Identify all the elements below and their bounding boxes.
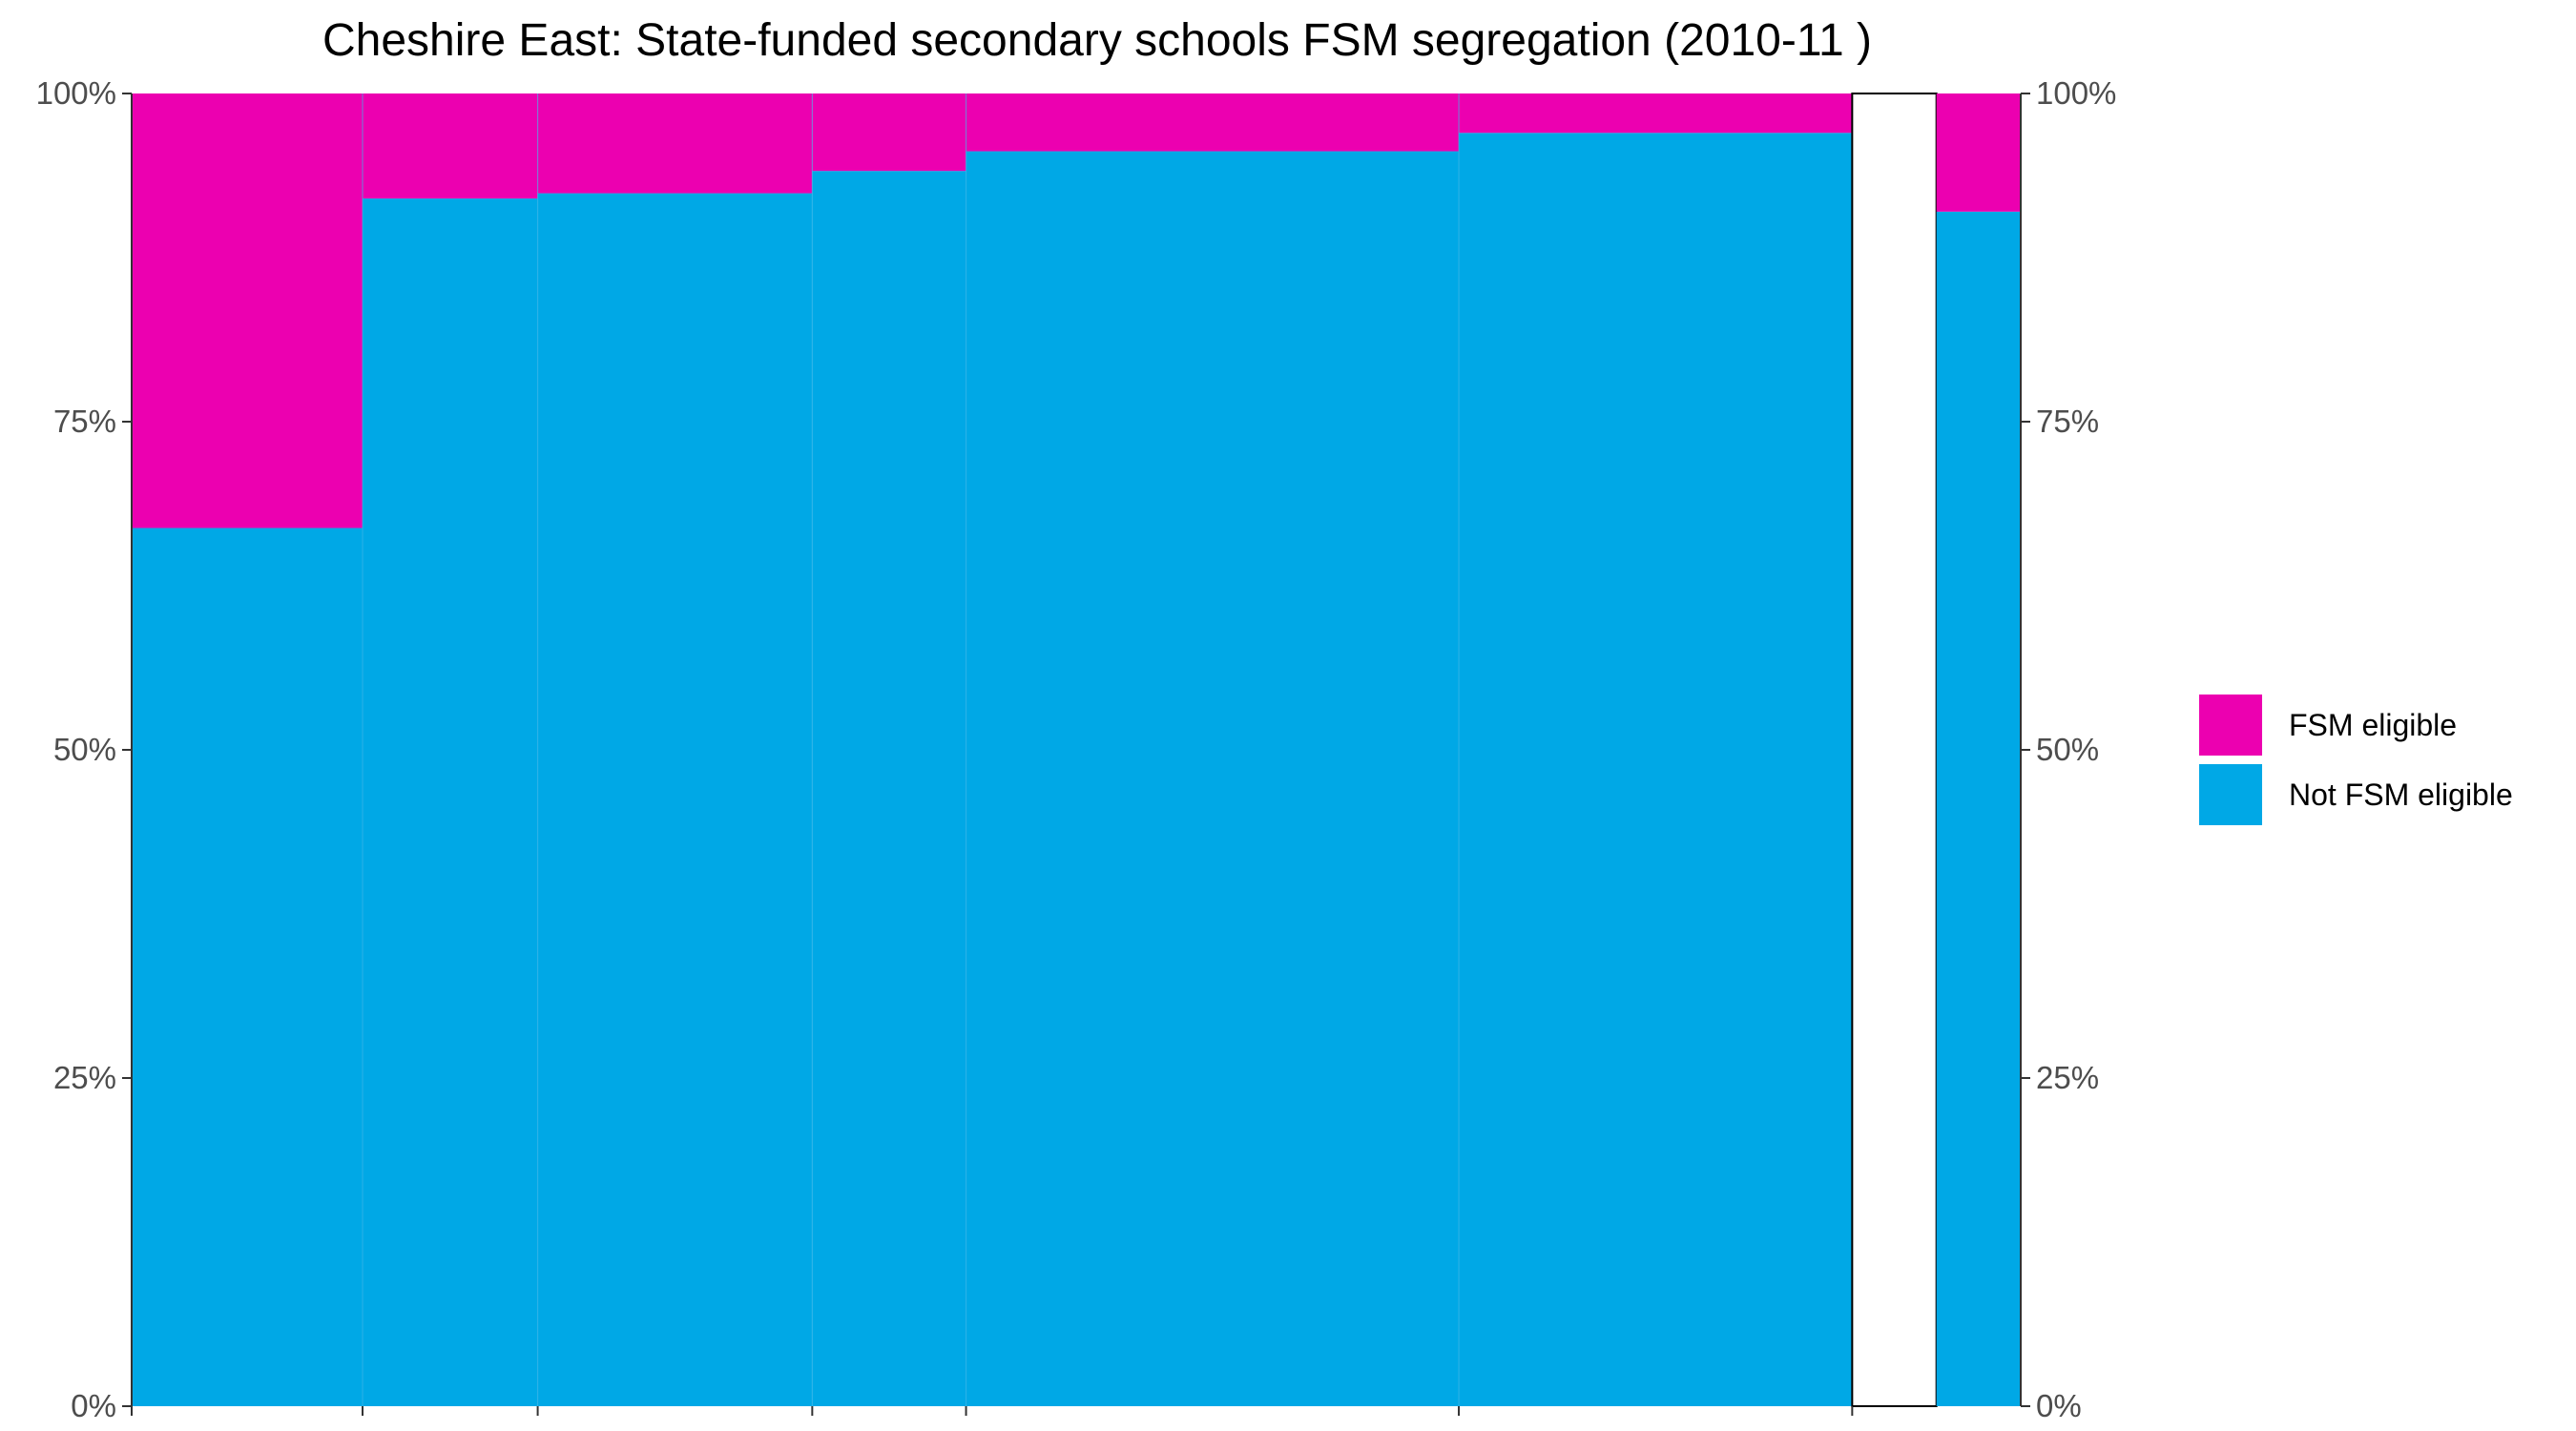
right-y-tick-label: 0% [2036, 1388, 2082, 1423]
left-y-tick-label: 75% [53, 404, 116, 439]
right-y-tick-label: 25% [2036, 1060, 2099, 1095]
left-y-tick-label: 25% [53, 1060, 116, 1095]
legend-key [2199, 764, 2262, 825]
legend-label: Not FSM eligible [2289, 778, 2513, 812]
bar-fsm-eligible [132, 93, 364, 529]
right-y-tick-label: 50% [2036, 732, 2099, 767]
bar-not-fsm-eligible [132, 528, 364, 1406]
bar-not-fsm-eligible [966, 151, 1460, 1407]
right-y-tick-label: 75% [2036, 404, 2099, 439]
bar-not-fsm-eligible [812, 171, 966, 1407]
overall-bar-fsm-eligible [1936, 93, 2021, 212]
axes: 0% 0% 25% 25% 50% 50% 75% 75% 100% 100% [36, 75, 2117, 1423]
chart-title: Cheshire East: State-funded secondary sc… [322, 15, 1872, 66]
left-y-tick-label: 100% [36, 75, 116, 111]
right-y-tick-label: 100% [2036, 75, 2116, 111]
bar-fsm-eligible [812, 93, 966, 172]
legend-label: FSM eligible [2289, 708, 2457, 742]
bar-fsm-eligible [1459, 93, 1853, 134]
bar-not-fsm-eligible [1459, 133, 1853, 1406]
bar-not-fsm-eligible [537, 193, 813, 1406]
plot-area [132, 93, 2021, 1407]
left-y-tick-label: 0% [71, 1388, 116, 1423]
bar-fsm-eligible [363, 93, 538, 199]
overall-bar-not-fsm-eligible [1936, 211, 2021, 1407]
legend: FSM eligible Not FSM eligible [2199, 695, 2513, 825]
legend-key [2199, 695, 2262, 756]
left-y-tick-label: 50% [53, 732, 116, 767]
bar-fsm-eligible [966, 93, 1460, 152]
gap-segment [1851, 93, 1938, 1407]
bar-not-fsm-eligible [363, 198, 538, 1407]
bar-fsm-eligible [537, 93, 813, 194]
